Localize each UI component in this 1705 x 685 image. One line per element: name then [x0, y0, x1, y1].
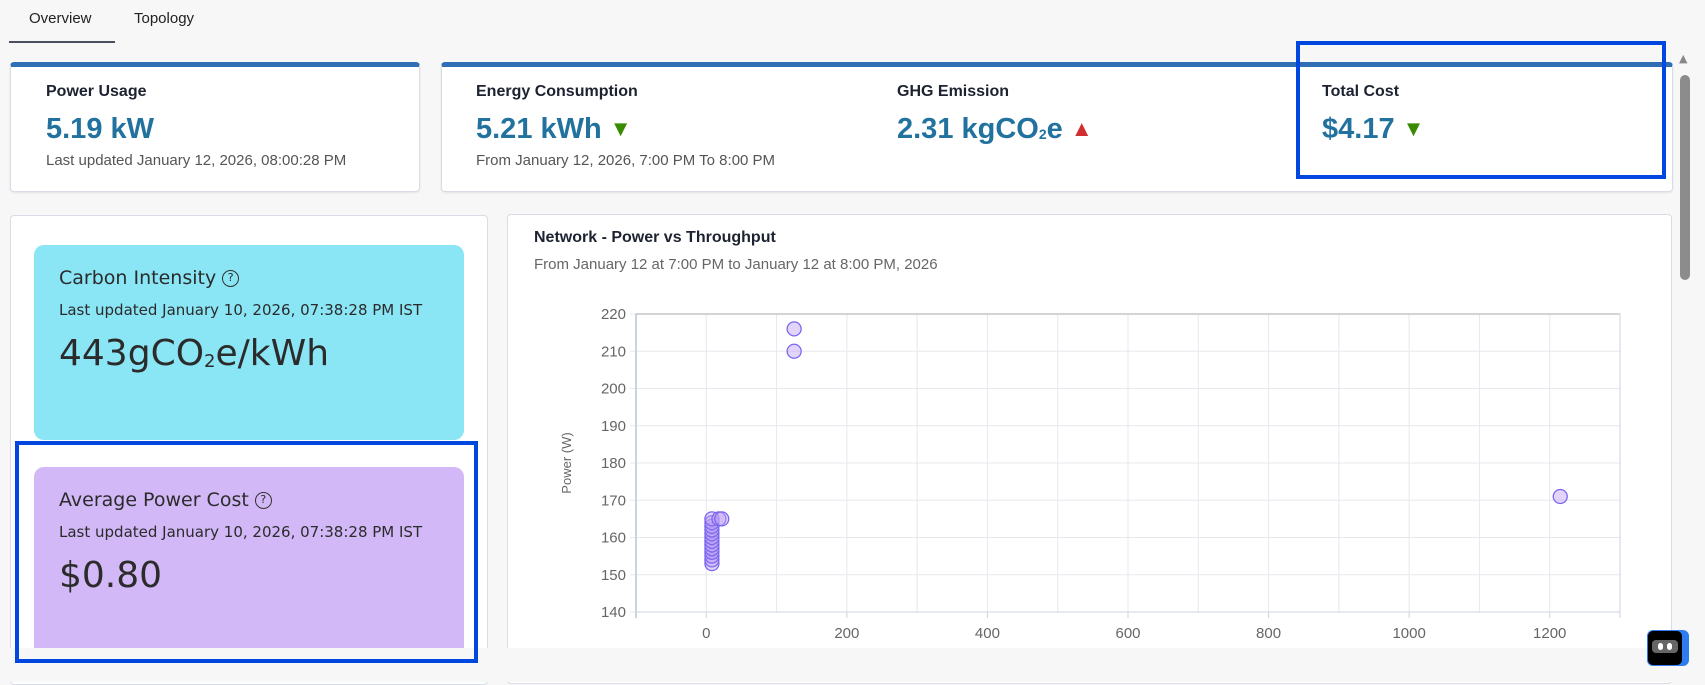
x-tick-label: 0	[702, 625, 710, 642]
bot-icon	[1648, 631, 1682, 665]
x-tick-label: 400	[975, 625, 1000, 642]
kpi-range: From January 12, 2026, 7:00 PM To 8:00 P…	[476, 152, 776, 169]
value-main: 443gCO	[59, 333, 205, 374]
power-usage-card	[10, 62, 420, 192]
tab-overview[interactable]: Overview	[29, 10, 92, 27]
tile-value: 443gCO2e/kWh	[59, 333, 439, 374]
trend-down-icon: ▼	[609, 116, 632, 141]
trend-down-icon: ▼	[1402, 116, 1425, 141]
x-tick-label: 1000	[1392, 625, 1425, 642]
tile-title: Average Power Cost	[59, 489, 249, 511]
data-point	[714, 511, 730, 527]
tile-title: Carbon Intensity	[59, 267, 217, 289]
help-icon[interactable]: ?	[222, 270, 240, 287]
tile-title-row: Average Power Cost?	[59, 489, 439, 511]
help-icon[interactable]: ?	[254, 492, 272, 509]
energy-kpi: Energy Consumption 5.21 kWh ▼ From Janua…	[476, 83, 775, 169]
chart-title: Network - Power vs Throughput	[534, 229, 776, 246]
kpi-value-row: 2.31 kgCO2e ▲	[897, 113, 1093, 146]
kpi-value-suffix: e	[1046, 113, 1063, 145]
tab-topology[interactable]: Topology	[134, 10, 195, 27]
carbon-intensity-tile: Carbon Intensity? Last updated January 1…	[34, 245, 464, 440]
y-tick-label: 200	[601, 381, 626, 398]
x-tick-label: 1200	[1533, 625, 1566, 642]
tile-value: $0.80	[59, 555, 163, 596]
kpi-value: 5.19 kW	[46, 113, 154, 145]
x-tick-label: 600	[1115, 625, 1140, 642]
y-tick-label: 220	[601, 306, 626, 323]
power-usage-kpi: Power Usage 5.19 kW Last updated January…	[46, 83, 346, 169]
scatter-chart: 140 150 160 170 180 190 200 210 220 0 200 400 600 800…	[559, 306, 1621, 642]
chart-subtitle: From January 12 at 7:00 PM to January 12…	[534, 256, 938, 273]
kpi-value: $4.17	[1322, 113, 1395, 145]
data-point	[1552, 488, 1568, 505]
kpi-updated: Last updated January 12, 2026, 08:00:28 …	[46, 152, 347, 169]
data-point	[786, 343, 802, 359]
value-suffix: e/kWh	[215, 333, 330, 374]
y-axis-label: Power (W)	[559, 432, 574, 493]
kpi-value: 2.31 kgCO	[897, 113, 1039, 145]
kpi-value-row: 5.21 kWh ▼	[476, 113, 775, 146]
kpi-label: Power Usage	[46, 83, 147, 100]
scrollbar-thumb[interactable]	[1680, 75, 1690, 280]
y-tick-label: 160	[601, 530, 626, 547]
value-subscript: 2	[204, 351, 216, 372]
x-tick-label: 200	[834, 625, 859, 642]
summary-card	[441, 62, 1673, 192]
trend-up-icon: ▲	[1070, 116, 1093, 141]
kpi-value-subscript: 2	[1038, 126, 1047, 142]
ghg-kpi: GHG Emission 2.31 kgCO2e ▲	[897, 83, 1093, 146]
highlight-average-power-cost	[15, 441, 478, 663]
scroll-up-icon[interactable]: ▲	[1679, 52, 1688, 65]
tile-title-row: Carbon Intensity?	[59, 267, 439, 289]
kpi-label: GHG Emission	[897, 83, 1010, 100]
y-tick-label: 210	[601, 343, 626, 360]
y-tick-label: 170	[601, 492, 626, 509]
kpi-value: 5.21 kWh	[476, 113, 602, 145]
active-tab-indicator	[9, 41, 115, 43]
highlight-total-cost	[1296, 41, 1666, 179]
data-point	[704, 514, 720, 531]
average-power-cost-tile: Average Power Cost? Last updated January…	[34, 467, 464, 648]
page-footer-bg	[0, 648, 1705, 682]
x-tick-label: 800	[1256, 625, 1281, 642]
y-tick-label: 180	[601, 455, 626, 472]
y-tick-label: 190	[601, 418, 626, 435]
tile-updated: Last updated January 10, 2026, 07:38:28 …	[59, 301, 423, 319]
kpi-label: Energy Consumption	[476, 83, 638, 100]
tile-updated: Last updated January 10, 2026, 07:38:28 …	[59, 523, 423, 541]
total-cost-kpi: Total Cost $4.17 ▼	[1322, 83, 1424, 146]
chatbot-button[interactable]	[1647, 630, 1689, 666]
chart-panel	[507, 214, 1672, 684]
data-point	[786, 321, 802, 337]
y-tick-label: 150	[601, 567, 626, 584]
y-tick-label: 140	[601, 604, 626, 621]
kpi-value-row: $4.17 ▼	[1322, 113, 1424, 146]
kpi-label: Total Cost	[1322, 83, 1400, 100]
